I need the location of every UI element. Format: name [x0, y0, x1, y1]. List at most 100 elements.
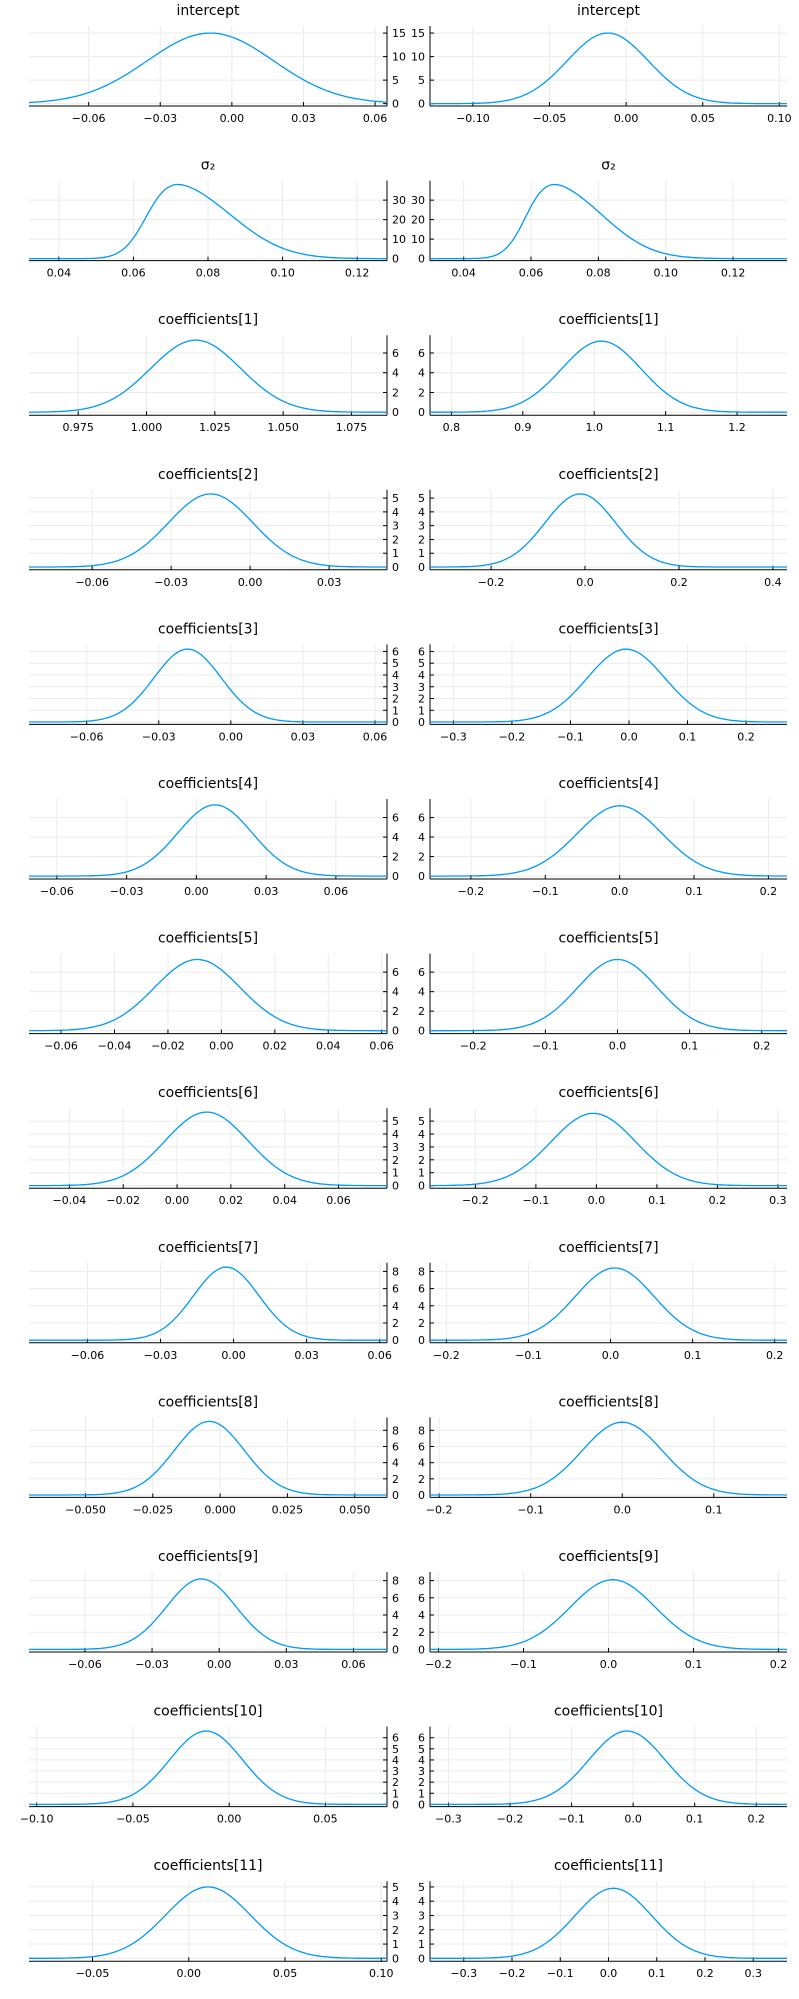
panel-5-left: coefficients[3] −0.06 −0.03 0.00 0.03 0.06 012… — [29, 621, 399, 743]
panel-13-left-density-line — [29, 1886, 387, 1959]
panel-12-left: coefficients[10] −0.10 −0.05 0.00 0.05 012345… — [20, 1704, 399, 1826]
panel-9-left-density-line — [29, 1266, 387, 1341]
panel-6-left-x-tick-label: 0.06 — [324, 885, 349, 898]
panel-9-left-y-tick-label: 4 — [392, 1300, 399, 1313]
panel-12-left-x-tick-label: 0.05 — [313, 1813, 338, 1826]
panel-5-right-y-tick-label: 4 — [418, 669, 425, 682]
panel-12-right-density-line — [430, 1730, 787, 1806]
panel-12-left-y-tick-label: 4 — [392, 1754, 399, 1767]
panel-11-right-x-tick-label: −0.1 — [510, 1658, 537, 1671]
panel-7-right: coefficients[5] −0.2 −0.1 0.0 0.1 0.2 0 2 4 6 — [418, 931, 787, 1053]
panel-6-left-x-tick-label: −0.03 — [110, 885, 144, 898]
panel-10-right-y-tick-label: 0 — [418, 1489, 425, 1502]
panel-3-right-y-tick-label: 0 — [418, 406, 425, 419]
panel-10-right-x-tick-label: 0.0 — [613, 1503, 631, 1516]
panel-11-left-y-tick-label: 0 — [392, 1643, 399, 1656]
panel-10-right: coefficients[8] −0.2 −0.1 0.0 0.1 0 2 4 6 8 — [418, 1394, 787, 1516]
panel-13-right-y-tick-label: 1 — [418, 1938, 425, 1951]
panel-9-right-y-tick-label: 2 — [418, 1317, 425, 1330]
panel-5-right-x-tick-label: −0.2 — [499, 730, 526, 743]
panel-4-left-x-tick-label: −0.06 — [75, 576, 109, 589]
panel-8-right-y-tick-label: 2 — [418, 1154, 425, 1167]
panel-1-right-x-tick-label: 0.00 — [614, 112, 639, 125]
panel-7-right-y-tick-label: 0 — [418, 1025, 425, 1038]
panel-9-left: coefficients[7] −0.06 −0.03 0.00 0.03 0.060 2 4… — [29, 1240, 399, 1362]
panel-7-left-x-tick-label: −0.02 — [151, 1040, 185, 1053]
panel-5-left-x-tick-label: 0.00 — [219, 730, 244, 743]
panel-3-left-x-tick-label: 1.000 — [131, 421, 163, 434]
panel-13-left: coefficients[11] −0.05 0.00 0.05 0.10 012 345 — [29, 1858, 399, 1980]
panel-5-left-y-tick-label: 0 — [392, 716, 399, 729]
panel-2-left-y-tick-label: 20 — [392, 214, 406, 227]
panel-12-left-title: coefficients[10] — [153, 1704, 262, 1720]
panel-7-right-x-tick-label: 0.2 — [753, 1040, 771, 1053]
panel-1-right-y-tick-label: 15 — [411, 27, 425, 40]
panel-5-left-y-tick-label: 6 — [392, 645, 399, 658]
panel-6-left-x-tick-label: 0.00 — [184, 885, 209, 898]
panel-12-left-density-line — [29, 1730, 387, 1806]
panel-5-right-y-tick-label: 3 — [418, 681, 425, 694]
panel-13-right-x-tick-label: −0.2 — [499, 1967, 526, 1980]
panel-9-left-y-tick-label: 8 — [392, 1265, 399, 1278]
panel-11-left-x-tick-label: 0.06 — [341, 1658, 366, 1671]
panel-4-left-x-tick-label: 0.03 — [317, 576, 342, 589]
panel-11-right-x-tick-label: −0.2 — [425, 1658, 452, 1671]
panel-7-right-x-tick-label: 0.0 — [609, 1040, 627, 1053]
panel-8-right-y-tick-label: 4 — [418, 1128, 425, 1141]
panel-7-left-x-tick-label: 0.00 — [209, 1040, 234, 1053]
panel-7-left-x-tick-label: 0.04 — [316, 1040, 341, 1053]
panel-1-right-y-tick-label: 10 — [411, 51, 425, 64]
panel-1-right-x-tick-label: −0.05 — [533, 112, 567, 125]
panel-8-right-x-tick-label: 0.3 — [769, 1194, 787, 1207]
panel-6-right-x-tick-label: −0.2 — [458, 885, 485, 898]
panel-11-left-title: coefficients[9] — [158, 1549, 258, 1565]
panel-4-right-density-line — [430, 493, 787, 568]
panel-2-left-x-tick-label: 0.06 — [121, 267, 146, 280]
panel-13-right-y-tick-label: 0 — [418, 1952, 425, 1965]
panel-3-right-x-tick-label: 0.8 — [443, 421, 461, 434]
panel-4-right-x-tick-label: 0.0 — [576, 576, 594, 589]
panel-9-right-y-tick-label: 8 — [418, 1265, 425, 1278]
panel-12-right-x-tick-label: −0.1 — [558, 1813, 585, 1826]
panel-10-left-y-tick-label: 6 — [392, 1440, 399, 1453]
panel-11-right: coefficients[9] −0.2 −0.1 0.0 0.1 0.2 0 2 4 6 8 — [418, 1549, 787, 1671]
panel-7-right-density-line — [430, 958, 787, 1032]
panel-5-left-y-tick-label: 3 — [392, 681, 399, 694]
panel-1-left-x-tick-label: 0.06 — [363, 112, 388, 125]
panel-11-left-y-tick-label: 6 — [392, 1592, 399, 1605]
panel-11-right-y-tick-label: 4 — [418, 1609, 425, 1622]
panel-7-left-y-tick-label: 0 — [392, 1025, 399, 1038]
panel-11-right-y-tick-label: 2 — [418, 1626, 425, 1639]
panel-11-left: coefficients[9] −0.06 −0.03 0.00 0.03 0.06 0 2 4… — [29, 1549, 399, 1671]
panel-5-left-x-tick-label: 0.06 — [363, 730, 388, 743]
panel-3-right-x-tick-label: 1.2 — [728, 421, 746, 434]
panel-7-left-density-line — [29, 958, 387, 1032]
panel-8-left-x-tick-label: 0.04 — [272, 1194, 297, 1207]
panel-5-right-x-tick-label: 0.2 — [737, 730, 755, 743]
panel-12-left-x-tick-label: −0.05 — [116, 1813, 150, 1826]
panel-4-left-y-tick-label: 4 — [392, 506, 399, 519]
panel-13-right-title: coefficients[11] — [554, 1858, 663, 1874]
panel-1-left-density-line — [28, 32, 388, 104]
panel-5-right: coefficients[3] −0.3 −0.2 −0.1 0.0 0.1 0.2 0123… — [418, 621, 787, 743]
panel-12-right-x-tick-label: −0.2 — [497, 1813, 524, 1826]
panel-2-left-title: σ₂ — [201, 158, 216, 174]
panel-8-left-y-tick-label: 0 — [392, 1180, 399, 1193]
panel-5-right-x-tick-label: 0.1 — [679, 730, 697, 743]
panel-7-left-x-tick-label: −0.04 — [98, 1040, 132, 1053]
panel-2-left-y-tick-label: 10 — [392, 233, 406, 246]
panel-11-left-x-tick-label: 0.00 — [207, 1658, 232, 1671]
panel-9-right-y-tick-label: 6 — [418, 1283, 425, 1296]
panel-12-right-x-tick-label: 0.0 — [624, 1813, 642, 1826]
panel-6-right-x-tick-label: 0.1 — [685, 885, 703, 898]
panel-1-left: intercept −0.06 −0.03 0.00 0.03 0.06 0 5 10 15 — [28, 3, 406, 125]
panel-12-right-x-tick-label: 0.1 — [686, 1813, 704, 1826]
panel-4-left-y-tick-label: 1 — [392, 547, 399, 560]
panel-4-left-title: coefficients[2] — [158, 467, 258, 483]
panel-8-left: coefficients[6] −0.04 −0.02 0.00 0.02 0.04 0.0… — [29, 1085, 399, 1207]
panel-5-right-x-tick-label: −0.3 — [440, 730, 467, 743]
panel-10-right-title: coefficients[8] — [558, 1394, 658, 1410]
panel-3-right-title: coefficients[1] — [558, 312, 658, 328]
panel-2-right-y-tick-label: 0 — [418, 253, 425, 266]
panel-6-left-title: coefficients[4] — [158, 776, 258, 792]
